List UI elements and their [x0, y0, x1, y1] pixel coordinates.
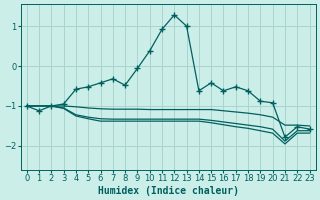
X-axis label: Humidex (Indice chaleur): Humidex (Indice chaleur)	[98, 186, 239, 196]
